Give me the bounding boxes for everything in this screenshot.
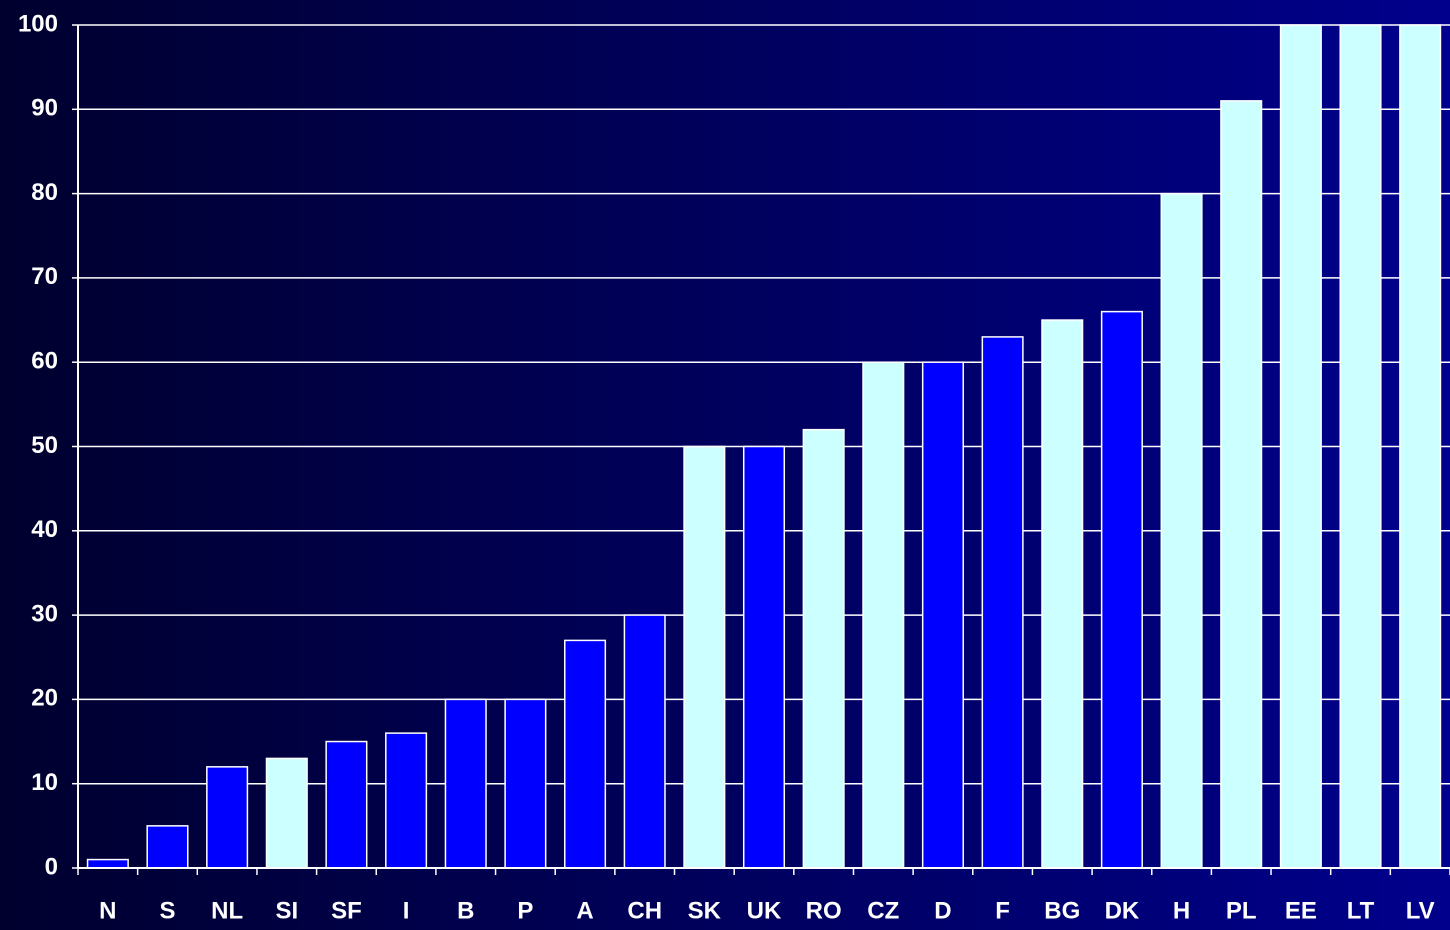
x-tick-label: SF	[331, 897, 362, 924]
bar	[1160, 192, 1203, 869]
bar	[623, 614, 666, 869]
y-tick-label: 10	[31, 769, 58, 796]
bar	[921, 361, 964, 869]
bar	[206, 766, 249, 869]
bar	[1100, 310, 1143, 869]
x-tick-label: LT	[1347, 897, 1375, 924]
y-tick-label: 70	[31, 263, 58, 290]
x-tick-label: P	[517, 897, 533, 924]
bar	[1041, 319, 1084, 869]
y-tick-label: 30	[31, 600, 58, 627]
bar	[385, 732, 428, 869]
y-tick-label: 40	[31, 516, 58, 543]
bar	[683, 445, 726, 869]
x-tick-label: UK	[747, 897, 782, 924]
x-tick-label: I	[403, 897, 410, 924]
x-tick-label: DK	[1105, 897, 1140, 924]
bar	[1279, 24, 1322, 869]
x-tick-label: LV	[1406, 897, 1435, 924]
bar	[1399, 24, 1442, 869]
x-tick-label: F	[995, 897, 1010, 924]
y-tick-label: 50	[31, 432, 58, 459]
bar	[1220, 100, 1263, 869]
x-tick-label: PL	[1226, 897, 1257, 924]
y-tick-label: 60	[31, 348, 58, 375]
y-tick-label: 0	[45, 853, 58, 880]
x-tick-label: SI	[275, 897, 298, 924]
y-tick-label: 90	[31, 95, 58, 122]
bar	[981, 336, 1024, 869]
bar	[444, 698, 487, 869]
x-tick-label: D	[934, 897, 951, 924]
x-tick-label: S	[159, 897, 175, 924]
x-tick-label: EE	[1285, 897, 1317, 924]
bar	[742, 445, 786, 869]
x-tick-label: H	[1173, 897, 1190, 924]
y-tick-label: 20	[31, 685, 58, 712]
y-tick-label: 100	[18, 10, 58, 37]
bar	[325, 740, 368, 869]
bar	[265, 757, 308, 869]
x-tick-label: NL	[211, 897, 243, 924]
x-tick-label: CZ	[867, 897, 899, 924]
x-tick-label: CH	[627, 897, 662, 924]
x-tick-label: B	[457, 897, 474, 924]
bar	[564, 639, 607, 869]
x-tick-label: A	[576, 897, 593, 924]
x-tick-label: RO	[806, 897, 842, 924]
x-tick-label: BG	[1044, 897, 1080, 924]
bar	[1339, 24, 1382, 869]
y-tick-label: 80	[31, 179, 58, 206]
x-tick-label: SK	[688, 897, 722, 924]
bar	[86, 858, 129, 869]
bar	[146, 825, 189, 869]
bar	[802, 428, 845, 869]
x-tick-label: N	[99, 897, 116, 924]
bar	[862, 361, 905, 869]
bar	[504, 698, 547, 869]
